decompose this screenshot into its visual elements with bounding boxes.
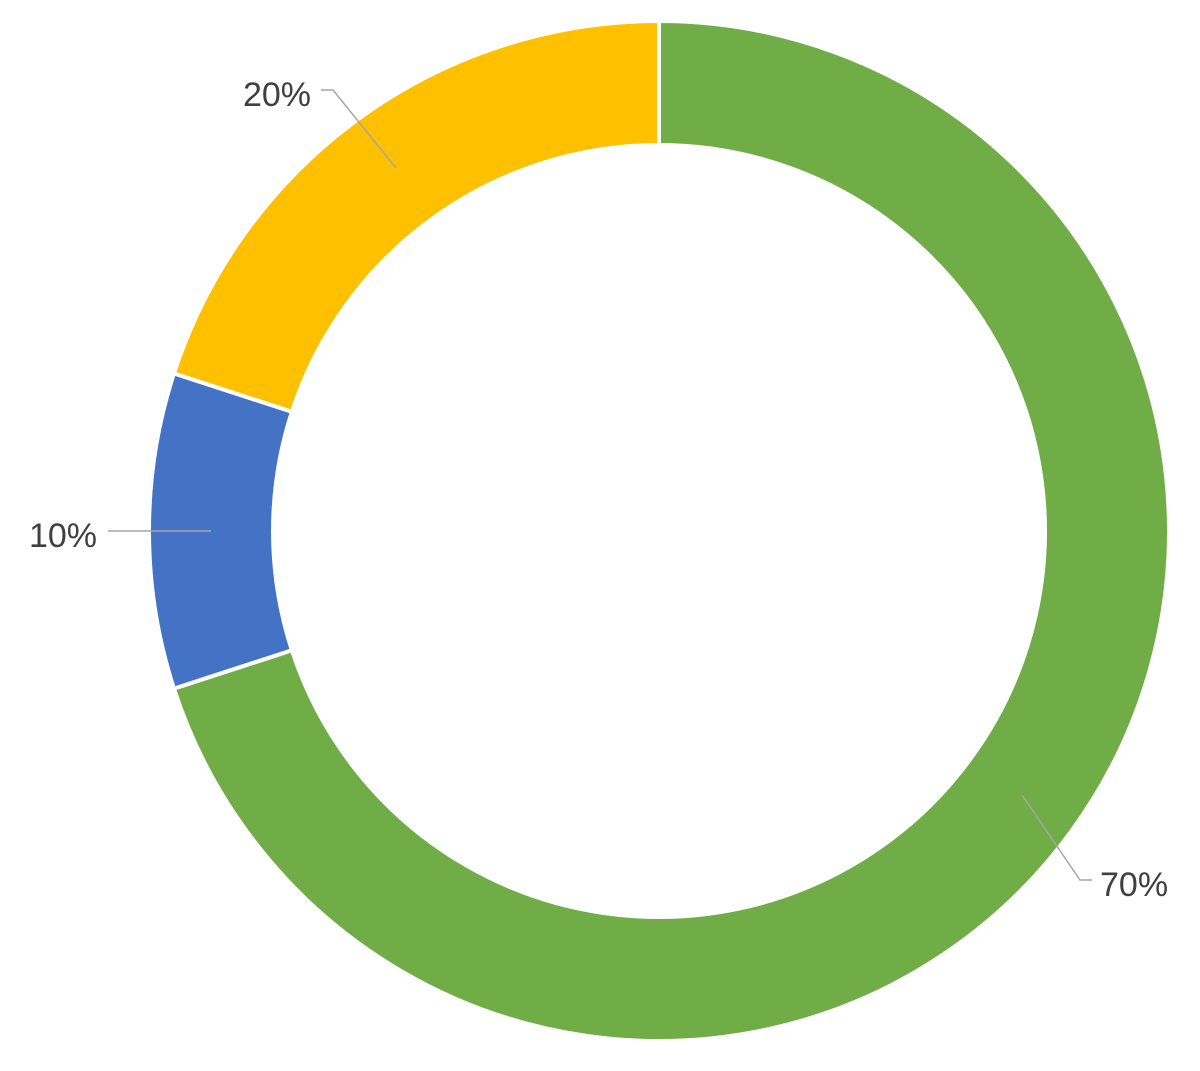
leader-lines-layer [108, 89, 1092, 881]
data-label-10: 10% [29, 517, 97, 555]
data-label-20: 20% [243, 76, 311, 114]
leader-line-70 [1021, 794, 1092, 881]
leader-line-20 [321, 89, 397, 169]
donut-slice-70 [171, 19, 1171, 1043]
data-labels-layer: 70% 10% 20% [29, 76, 1168, 904]
slices-layer [147, 19, 1171, 1043]
data-label-70: 70% [1100, 866, 1168, 904]
donut-slice-20 [171, 19, 661, 414]
